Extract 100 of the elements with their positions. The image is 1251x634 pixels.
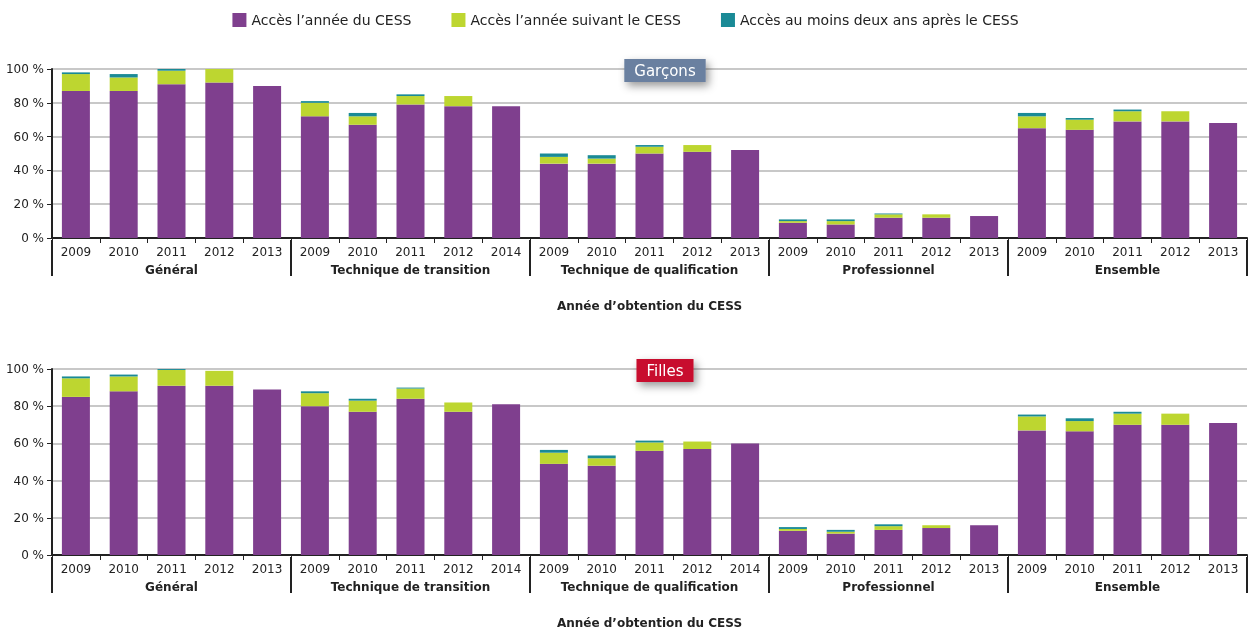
bar — [1017, 116, 1046, 129]
bar — [874, 217, 903, 238]
bar — [683, 145, 712, 152]
y-tick-label: 80 % — [13, 399, 44, 414]
bar — [635, 450, 664, 555]
bar — [300, 406, 329, 555]
x-tick-label: 2014 — [490, 245, 522, 259]
legend-label: Accès au moins deux ans après le CESS — [739, 12, 1019, 28]
x-tick-label: 2013 — [968, 245, 1000, 259]
x-tick-label: 2010 — [108, 245, 139, 259]
x-tick-label: 2010 — [1064, 245, 1095, 259]
x-tick-label: 2009 — [777, 562, 809, 576]
bar — [492, 106, 521, 238]
bar — [826, 533, 855, 555]
text: Technique de qualification — [560, 263, 739, 277]
y-tick-label: 60 % — [13, 436, 44, 451]
bar — [396, 388, 425, 399]
bar — [635, 442, 664, 451]
x-tick-label: 2012 — [921, 562, 952, 576]
bar — [1161, 121, 1190, 238]
bar — [539, 463, 568, 555]
bar — [587, 155, 616, 159]
x-tick-label: 2012 — [1160, 562, 1191, 576]
text: Ensemble — [1094, 580, 1161, 594]
x-tick-label: 2011 — [1112, 245, 1143, 259]
y-tick-label: 20 % — [13, 510, 44, 525]
legend-label: Accès l’année du CESS — [251, 12, 412, 28]
bar — [587, 455, 616, 459]
text: Ensemble — [1094, 263, 1161, 277]
bar — [922, 528, 951, 555]
x-tick-label: 2013 — [251, 245, 283, 259]
x-tick-label: 2010 — [825, 562, 856, 576]
x-tick-label: 2011 — [873, 562, 904, 576]
bar — [587, 163, 616, 238]
bar — [61, 378, 90, 397]
bar — [731, 150, 760, 238]
bar — [635, 146, 664, 154]
bar — [444, 411, 473, 555]
bar — [635, 153, 664, 238]
x-tick-label: 2011 — [1112, 562, 1143, 576]
x-tick-label: 2014 — [490, 562, 522, 576]
bar — [1209, 123, 1238, 238]
x-tick-label: 2010 — [586, 245, 617, 259]
x-tick-label: 2012 — [204, 562, 235, 576]
x-tick-label: 2009 — [1016, 562, 1048, 576]
legend-label: Accès l’année suivant le CESS — [470, 12, 682, 28]
bar — [348, 116, 377, 125]
bar — [157, 369, 186, 386]
text: Technique de qualification — [560, 580, 739, 594]
bar — [157, 385, 186, 555]
bar — [1017, 128, 1046, 238]
x-tick-label: 2011 — [156, 562, 187, 576]
y-tick-label: 40 % — [13, 163, 44, 178]
bar — [300, 393, 329, 407]
x-tick-label: 2009 — [538, 245, 570, 259]
text: Professionnel — [842, 580, 935, 594]
x-tick-label: 2013 — [1207, 562, 1239, 576]
bar — [922, 525, 951, 529]
bar — [157, 84, 186, 238]
bar — [1065, 129, 1094, 238]
y-tick-label: 0 % — [21, 231, 44, 245]
bar — [778, 222, 807, 238]
bar — [348, 411, 377, 555]
bar — [1017, 416, 1046, 431]
x-tick-label: 2009 — [777, 245, 809, 259]
x-tick-label: 2009 — [1016, 245, 1048, 259]
x-tick-label: 2009 — [299, 245, 331, 259]
bar — [348, 400, 377, 412]
x-tick-label: 2009 — [299, 562, 331, 576]
bar — [205, 370, 234, 386]
y-tick-label: 80 % — [13, 95, 44, 110]
bar — [731, 443, 760, 555]
x-tick-label: 2011 — [634, 245, 665, 259]
x-tick-label: 2012 — [443, 562, 474, 576]
bar — [1161, 424, 1190, 555]
bar — [205, 385, 234, 555]
chart-title: Garçons — [634, 61, 696, 80]
y-tick-label: 100 % — [5, 362, 44, 376]
x-tick-label: 2013 — [729, 245, 761, 259]
x-tick-label: 2010 — [347, 562, 378, 576]
bar — [396, 96, 425, 105]
x-tick-label: 2013 — [968, 562, 1000, 576]
bar — [396, 104, 425, 238]
bar — [683, 448, 712, 555]
bar — [826, 224, 855, 238]
x-tick-label: 2010 — [825, 245, 856, 259]
bar — [109, 90, 138, 238]
bar — [1209, 422, 1238, 555]
x-tick-label: 2011 — [395, 245, 426, 259]
bar — [61, 90, 90, 238]
bar — [300, 102, 329, 117]
chart-title: Filles — [646, 361, 684, 380]
x-tick-label: 2012 — [682, 562, 713, 576]
bar — [1113, 413, 1142, 425]
bar — [874, 529, 903, 555]
bar — [1161, 413, 1190, 425]
bar — [970, 216, 999, 238]
x-tick-label: 2011 — [156, 245, 187, 259]
bar — [1161, 111, 1190, 122]
text: Technique de transition — [330, 580, 491, 594]
